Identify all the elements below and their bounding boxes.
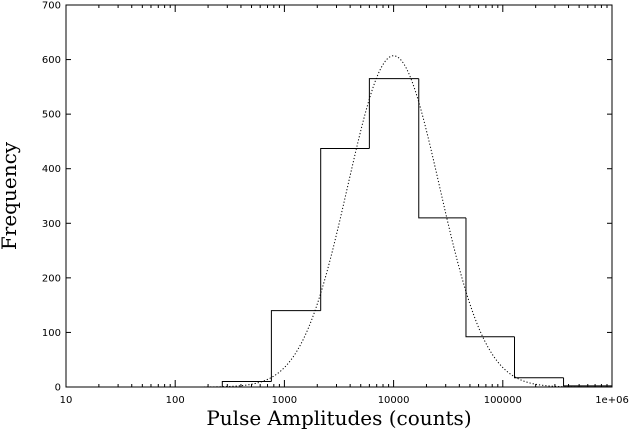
histogram-bin	[368, 78, 419, 149]
histogram-bars	[66, 78, 613, 388]
y-tick-label: 300	[42, 219, 61, 230]
y-tick-label: 100	[42, 328, 61, 339]
x-tick-label: 1e+06	[595, 395, 629, 406]
tick-labels: 0 100 200 300 400 500 600 700 10 100 1000 10000 1000…	[42, 1, 629, 407]
y-axis-title: Frequency	[0, 141, 21, 250]
x-tick-label: 1000	[272, 395, 297, 406]
y-tick-label: 500	[42, 110, 61, 121]
histogram-bin	[465, 217, 515, 338]
y-tick-label: 0	[55, 383, 61, 394]
tick-marks	[65, 4, 613, 388]
histogram-bin	[418, 78, 466, 219]
x-tick-label: 100000	[484, 395, 522, 406]
x-tick-label: 10000	[378, 395, 410, 406]
histogram-bin	[563, 377, 613, 387]
fit-curve-layer	[66, 55, 612, 388]
plot-frame	[65, 4, 613, 388]
histogram-bin	[320, 148, 370, 311]
x-axis-title: Pulse Amplitudes (counts)	[206, 406, 471, 430]
fit-curve	[66, 55, 612, 388]
histogram-bin	[270, 310, 321, 382]
x-tick-label: 10	[60, 395, 73, 406]
x-tick-label: 100	[166, 395, 185, 406]
y-tick-label: 700	[42, 1, 61, 12]
histogram-bin	[221, 381, 272, 387]
y-tick-label: 400	[42, 164, 61, 175]
y-tick-label: 200	[42, 273, 61, 284]
y-tick-label: 600	[42, 55, 61, 66]
histogram-bin	[514, 336, 564, 379]
